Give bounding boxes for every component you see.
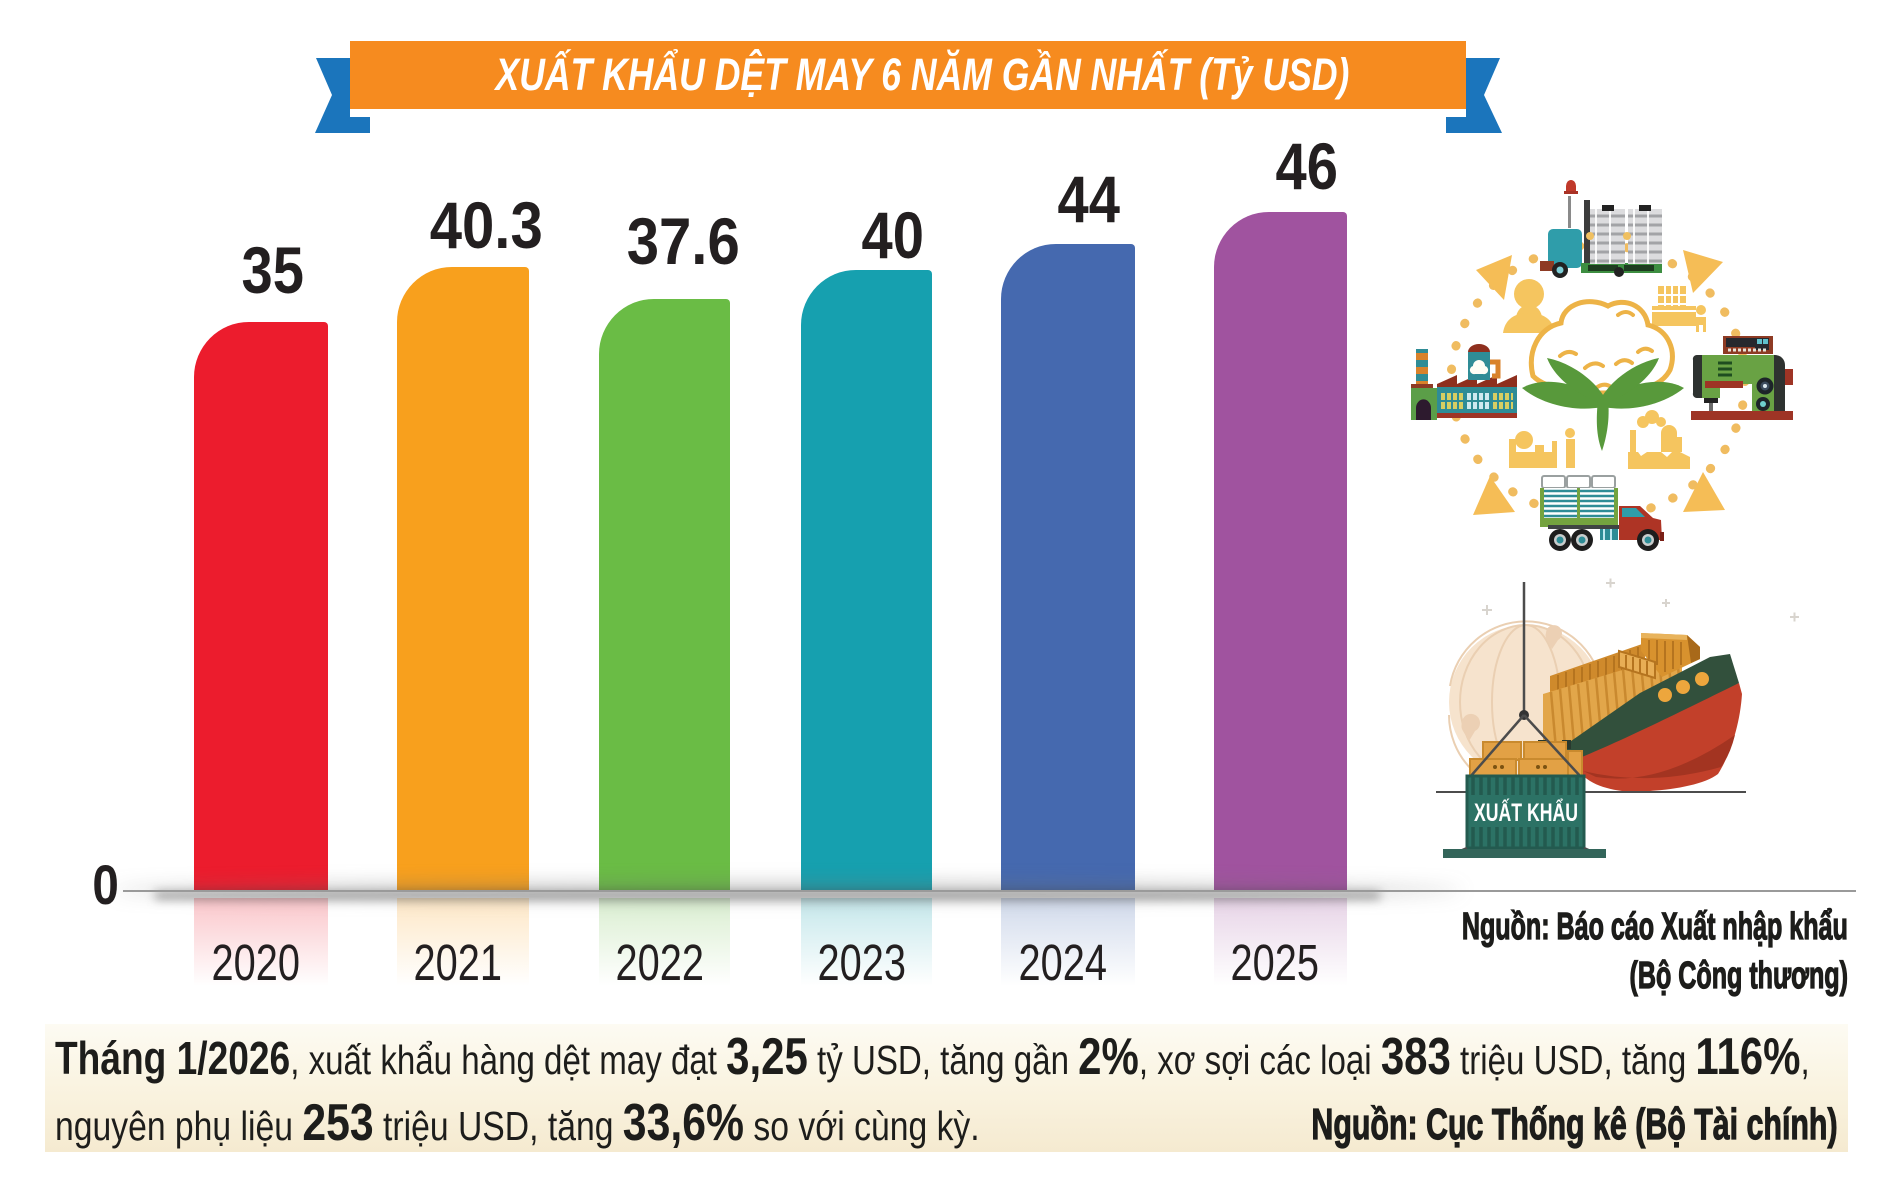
svg-text:XUẤT KHẨU: XUẤT KHẨU: [1474, 798, 1578, 827]
